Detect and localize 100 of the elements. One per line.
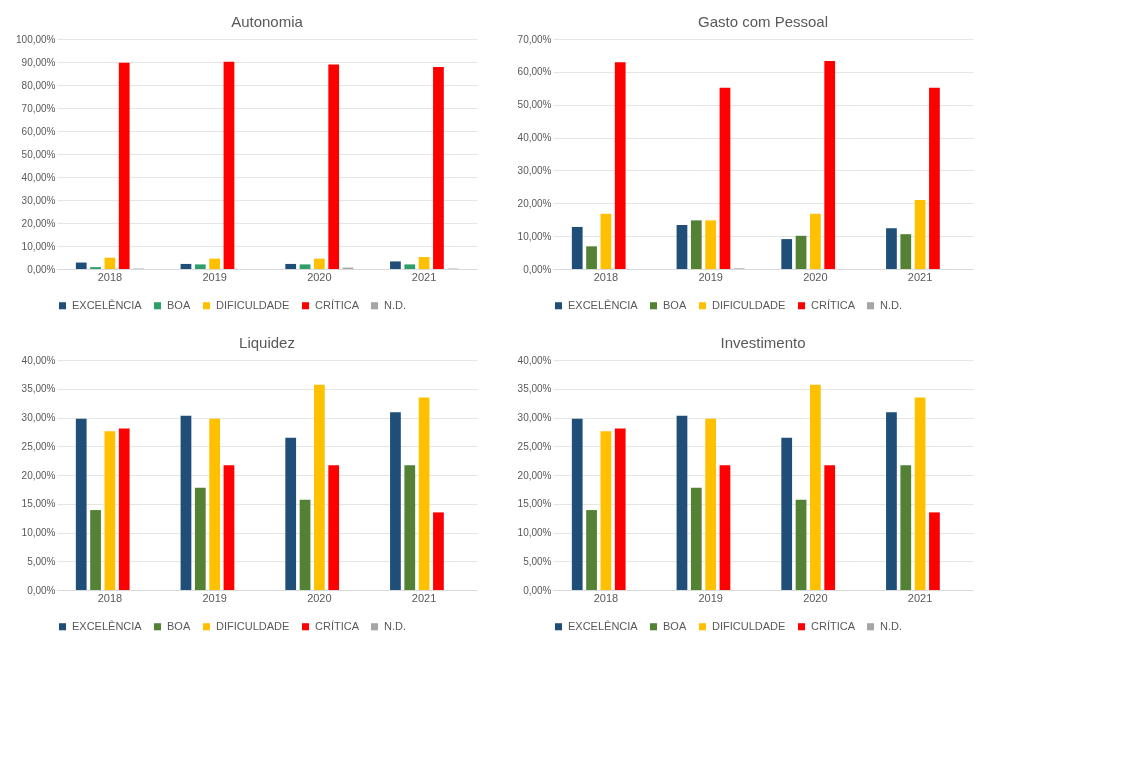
legend-label: DIFICULDADE — [712, 298, 786, 311]
bar — [285, 263, 297, 269]
y-tick-label: 40,00% — [21, 354, 56, 366]
bar — [929, 512, 940, 590]
x-tick-label: 2021 — [411, 591, 437, 604]
y-tick-label: 5,00% — [523, 555, 552, 567]
bar — [600, 431, 612, 590]
y-tick-label: 15,00% — [21, 498, 56, 510]
bar — [824, 61, 836, 269]
bar — [223, 465, 235, 590]
x-tick-label: 2018 — [593, 270, 619, 283]
legend-label: N.D. — [384, 619, 406, 632]
x-tick-label: 2020 — [307, 591, 332, 604]
bar — [299, 499, 311, 590]
y-tick-label: 40,00% — [517, 132, 552, 144]
bar — [690, 220, 702, 269]
bar — [719, 87, 731, 269]
chart-title: Investimento — [720, 334, 806, 351]
y-tick-label: 5,00% — [27, 555, 56, 567]
chart-title: Liquidez — [239, 334, 295, 351]
y-tick-label: 15,00% — [517, 498, 552, 510]
bar — [118, 428, 130, 590]
y-tick-label: 0,00% — [523, 263, 552, 275]
y-tick-label: 40,00% — [21, 171, 56, 183]
bar — [75, 418, 87, 590]
legend-label: EXCELÊNCIA — [72, 298, 143, 311]
legend-label: N.D. — [880, 619, 902, 632]
legend-label: EXCELÊNCIA — [568, 619, 639, 632]
bar — [586, 510, 597, 590]
y-tick-label: 70,00% — [21, 102, 56, 114]
bar — [824, 465, 836, 590]
bar — [209, 418, 221, 590]
x-tick-label: 2018 — [593, 591, 619, 604]
bar — [914, 200, 926, 269]
y-tick-label: 20,00% — [21, 217, 56, 229]
x-tick-label: 2018 — [97, 270, 123, 283]
y-tick-label: 30,00% — [21, 194, 56, 206]
y-tick-label: 50,00% — [517, 99, 552, 111]
y-tick-label: 10,00% — [21, 240, 56, 252]
bar — [571, 226, 583, 269]
x-tick-label: 2020 — [803, 591, 828, 604]
y-tick-label: 90,00% — [21, 56, 56, 68]
bar — [614, 62, 626, 269]
x-tick-label: 2020 — [307, 270, 332, 283]
bar — [929, 87, 940, 269]
chart-title: Autonomia — [231, 13, 304, 30]
legend-label: EXCELÊNCIA — [568, 298, 639, 311]
bar — [390, 412, 401, 590]
bar — [404, 465, 416, 590]
bar — [418, 397, 430, 590]
x-tick-label: 2018 — [97, 591, 123, 604]
bar — [180, 263, 192, 269]
bar — [194, 264, 206, 269]
legend-label: CRÍTICA — [811, 619, 856, 632]
bar — [795, 235, 807, 269]
legend-label: DIFICULDADE — [216, 298, 290, 311]
legend-label: CRÍTICA — [315, 619, 360, 632]
bar — [690, 487, 702, 590]
legend-label: CRÍTICA — [811, 298, 856, 311]
legend-label: BOA — [663, 298, 687, 311]
y-tick-label: 35,00% — [517, 383, 552, 395]
bar — [313, 384, 325, 590]
bar — [886, 228, 897, 269]
y-tick-label: 10,00% — [517, 527, 552, 538]
x-tick-label: 2020 — [803, 270, 828, 283]
y-tick-label: 35,00% — [21, 383, 56, 395]
y-tick-label: 60,00% — [517, 66, 552, 78]
bar — [900, 465, 912, 590]
bar — [781, 239, 793, 269]
x-tick-label: 2019 — [698, 270, 723, 283]
y-tick-label: 30,00% — [21, 412, 56, 423]
x-tick-label: 2021 — [907, 270, 933, 283]
legend-label: BOA — [167, 298, 191, 311]
bar — [900, 234, 912, 269]
x-tick-label: 2019 — [202, 270, 227, 283]
bar — [299, 264, 311, 269]
y-tick-label: 30,00% — [517, 164, 552, 176]
bar — [313, 258, 325, 269]
y-tick-label: 20,00% — [517, 469, 552, 481]
bar — [914, 397, 926, 590]
x-tick-label: 2021 — [907, 591, 933, 604]
bar — [328, 64, 340, 269]
bar — [705, 220, 717, 269]
y-tick-label: 10,00% — [21, 527, 56, 538]
bar — [90, 510, 101, 590]
legend-label: EXCELÊNCIA — [72, 619, 143, 632]
legend-label: N.D. — [384, 298, 406, 311]
y-tick-label: 20,00% — [21, 469, 56, 481]
x-tick-label: 2021 — [411, 270, 437, 283]
y-tick-label: 100,00% — [16, 33, 56, 45]
y-tick-label: 60,00% — [21, 125, 56, 137]
bar — [285, 437, 297, 590]
bar — [719, 465, 731, 590]
bar — [433, 512, 444, 590]
legend-label: BOA — [167, 619, 191, 632]
bar — [614, 428, 626, 590]
bar — [586, 246, 597, 269]
x-tick-label: 2019 — [698, 591, 723, 604]
bar — [600, 213, 612, 269]
bar — [75, 262, 87, 269]
